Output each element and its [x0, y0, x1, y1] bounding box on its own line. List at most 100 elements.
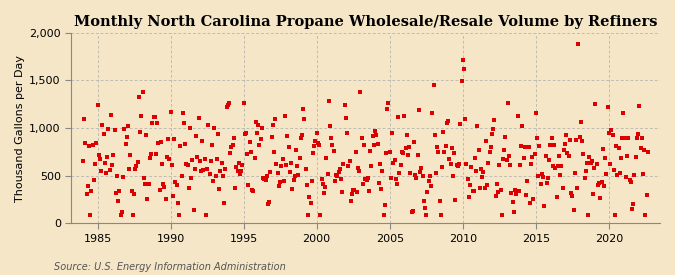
Point: [91, 141, 102, 145]
Point: [591, 162, 602, 167]
Point: [252, 131, 263, 136]
Point: [603, 131, 614, 136]
Point: [311, 131, 322, 135]
Point: [263, 202, 273, 206]
Point: [305, 201, 316, 205]
Point: [539, 204, 549, 208]
Point: [589, 166, 599, 170]
Point: [103, 126, 114, 131]
Point: [458, 67, 469, 71]
Point: [576, 139, 587, 143]
Point: [531, 111, 541, 115]
Point: [358, 182, 369, 187]
Point: [417, 174, 428, 178]
Point: [269, 150, 279, 155]
Point: [574, 134, 585, 139]
Point: [624, 178, 635, 183]
Point: [237, 163, 248, 167]
Point: [338, 162, 349, 166]
Point: [247, 187, 258, 192]
Point: [358, 143, 369, 147]
Point: [585, 161, 596, 166]
Point: [170, 180, 181, 184]
Point: [220, 166, 231, 171]
Point: [412, 153, 423, 158]
Point: [366, 163, 377, 168]
Point: [207, 143, 217, 148]
Point: [242, 152, 252, 156]
Point: [259, 177, 270, 181]
Point: [171, 182, 182, 187]
Point: [564, 138, 575, 142]
Point: [222, 103, 233, 108]
Point: [204, 172, 215, 176]
Point: [287, 187, 298, 192]
Point: [545, 143, 556, 147]
Point: [333, 170, 344, 175]
Point: [467, 189, 478, 193]
Point: [227, 143, 238, 147]
Point: [443, 119, 454, 123]
Point: [327, 143, 338, 147]
Point: [95, 157, 105, 161]
Point: [317, 182, 328, 186]
Point: [217, 174, 228, 178]
Point: [438, 130, 449, 134]
Point: [608, 167, 619, 172]
Point: [210, 174, 221, 178]
Point: [236, 169, 246, 174]
Point: [302, 183, 313, 187]
Point: [567, 194, 578, 198]
Point: [142, 197, 153, 202]
Point: [141, 133, 152, 137]
Point: [284, 170, 295, 175]
Point: [566, 191, 576, 196]
Point: [462, 176, 473, 181]
Point: [354, 169, 364, 173]
Point: [540, 154, 551, 158]
Point: [240, 131, 250, 136]
Point: [81, 192, 92, 196]
Point: [79, 117, 90, 121]
Point: [405, 170, 416, 175]
Point: [163, 137, 173, 141]
Point: [278, 179, 289, 183]
Point: [387, 131, 398, 135]
Point: [190, 167, 200, 171]
Point: [607, 133, 618, 137]
Point: [612, 173, 623, 177]
Point: [250, 120, 261, 124]
Point: [584, 155, 595, 160]
Point: [96, 169, 107, 173]
Point: [166, 163, 177, 167]
Point: [135, 130, 146, 134]
Point: [331, 173, 342, 177]
Point: [601, 172, 612, 177]
Point: [342, 130, 352, 135]
Point: [111, 174, 122, 178]
Point: [635, 146, 646, 150]
Point: [125, 153, 136, 157]
Point: [550, 166, 561, 170]
Point: [506, 191, 517, 195]
Point: [99, 161, 110, 165]
Point: [411, 176, 422, 180]
Point: [626, 207, 637, 212]
Title: Monthly North Carolina Propane Wholesale/Resale Volume by Refiners: Monthly North Carolina Propane Wholesale…: [74, 15, 657, 29]
Point: [528, 196, 539, 201]
Point: [140, 182, 151, 186]
Point: [315, 213, 326, 218]
Point: [144, 156, 155, 161]
Point: [388, 161, 399, 165]
Point: [203, 123, 214, 127]
Point: [535, 182, 546, 186]
Point: [148, 114, 159, 119]
Point: [455, 122, 466, 126]
Point: [637, 136, 647, 140]
Point: [628, 202, 639, 206]
Point: [641, 193, 652, 197]
Point: [533, 174, 543, 178]
Point: [308, 150, 319, 155]
Point: [238, 101, 249, 106]
Point: [373, 180, 384, 185]
